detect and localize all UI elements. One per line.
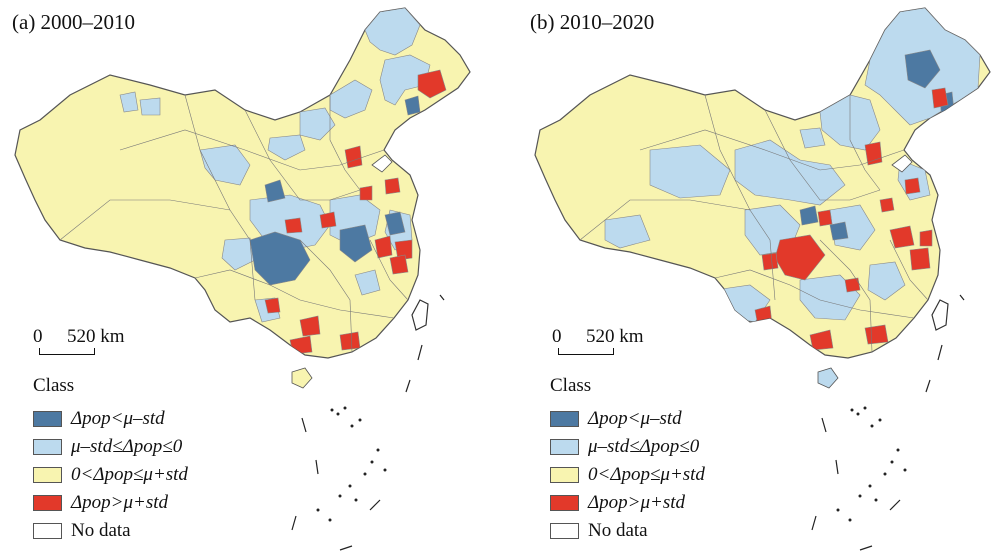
region-red bbox=[359, 185, 373, 201]
region-red bbox=[344, 145, 363, 169]
scale-zero: 0 bbox=[33, 326, 43, 347]
region-dark-blue bbox=[264, 179, 286, 203]
region-red bbox=[809, 329, 834, 351]
region-light-blue bbox=[267, 134, 306, 161]
region-light-blue bbox=[867, 261, 906, 301]
region-red bbox=[909, 247, 931, 271]
region-light-blue bbox=[299, 107, 336, 141]
scale-line bbox=[39, 348, 95, 355]
legend-swatch bbox=[550, 495, 579, 511]
china-map-2010-2020 bbox=[534, 7, 991, 551]
panel-title: (b) 2010–2020 bbox=[530, 10, 655, 34]
legend-label: Δpop<μ–std bbox=[71, 408, 165, 429]
region-dark-blue bbox=[339, 224, 373, 263]
china-map-2000-2010 bbox=[14, 7, 471, 551]
legend-label: Δpop>μ+std bbox=[588, 492, 686, 513]
region-dark-blue bbox=[384, 211, 406, 236]
legend-item: Δpop>μ+std bbox=[33, 489, 188, 517]
region-light-blue bbox=[221, 237, 256, 271]
region-dark-blue bbox=[829, 221, 849, 241]
region-light-blue bbox=[649, 144, 731, 199]
legend-swatch bbox=[550, 523, 579, 539]
legend-item: Δpop>μ+std bbox=[550, 489, 705, 517]
south-china-sea-islands bbox=[811, 294, 965, 551]
legend-title: Class bbox=[33, 375, 75, 396]
region-dark-blue bbox=[404, 95, 421, 116]
legend-swatch bbox=[550, 439, 579, 455]
legend-label: Δpop<μ–std bbox=[588, 408, 682, 429]
region-red bbox=[817, 209, 833, 227]
legend-item: Δpop<μ–std bbox=[33, 405, 188, 433]
region-red bbox=[904, 177, 921, 195]
region-red bbox=[319, 211, 337, 229]
region-red bbox=[919, 229, 933, 247]
region-red bbox=[889, 225, 915, 249]
region-red bbox=[844, 277, 861, 293]
legend-swatch bbox=[550, 467, 579, 483]
region-red bbox=[879, 197, 895, 213]
legend-item: No data bbox=[33, 517, 188, 545]
region-red bbox=[389, 254, 409, 275]
region-dark-blue bbox=[799, 205, 819, 226]
region-red bbox=[299, 315, 321, 337]
south-china-sea-islands bbox=[291, 294, 445, 551]
legend-label: No data bbox=[588, 520, 648, 541]
scale-distance: 520 km bbox=[586, 326, 644, 347]
legend-label: No data bbox=[71, 520, 131, 541]
legend-item: No data bbox=[550, 517, 705, 545]
taiwan-island bbox=[931, 299, 949, 331]
legend-item: 0<Δpop≤μ+std bbox=[33, 461, 188, 489]
legend: Class Δpop<μ–std μ–std≤Δpop≤0 0<Δpop≤μ+s… bbox=[33, 375, 188, 545]
region-light-blue bbox=[354, 269, 381, 296]
region-red bbox=[394, 239, 413, 261]
region-red bbox=[339, 331, 361, 351]
region-red bbox=[384, 177, 401, 195]
scale-zero: 0 bbox=[552, 326, 562, 347]
legend: Class Δpop<μ–std μ–std≤Δpop≤0 0<Δpop≤μ+s… bbox=[550, 375, 705, 545]
region-red bbox=[864, 324, 889, 345]
map-panel-2010-2020: (b) 2010–2020 0 520 km Class Δpop<μ–std … bbox=[500, 0, 1000, 558]
region-light-blue bbox=[799, 274, 861, 321]
hainan-island bbox=[817, 367, 839, 389]
region-light-blue bbox=[139, 97, 161, 116]
region-light-blue bbox=[604, 214, 651, 249]
region-red bbox=[264, 297, 281, 314]
scale-distance: 520 km bbox=[67, 326, 125, 347]
region-dark-blue bbox=[904, 49, 941, 89]
legend-item: 0<Δpop≤μ+std bbox=[550, 461, 705, 489]
region-light-blue bbox=[379, 54, 431, 106]
legend-label: μ–std≤Δpop≤0 bbox=[71, 436, 183, 457]
region-light-blue bbox=[799, 127, 826, 149]
map-panel-2000-2010: (a) 2000–2010 0 520 km Class Δpop<μ–std … bbox=[12, 7, 471, 551]
scale-line bbox=[558, 348, 614, 355]
legend-swatch bbox=[33, 439, 62, 455]
region-red bbox=[284, 217, 303, 234]
taiwan-island bbox=[411, 299, 429, 331]
panel-title: (a) 2000–2010 bbox=[12, 10, 136, 34]
region-red bbox=[761, 252, 779, 271]
region-red bbox=[374, 235, 393, 259]
region-red bbox=[931, 87, 949, 109]
legend-swatch bbox=[33, 523, 62, 539]
legend-swatch bbox=[33, 411, 62, 427]
region-red bbox=[417, 69, 447, 99]
region-dark-blue bbox=[249, 231, 311, 286]
legend-label: μ–std≤Δpop≤0 bbox=[588, 436, 700, 457]
legend-item: μ–std≤Δpop≤0 bbox=[33, 433, 188, 461]
legend-swatch bbox=[33, 467, 62, 483]
legend-label: 0<Δpop≤μ+std bbox=[71, 464, 188, 485]
region-light-blue bbox=[119, 91, 139, 113]
legend-label: 0<Δpop≤μ+std bbox=[588, 464, 705, 485]
legend-swatch bbox=[550, 411, 579, 427]
region-light-blue bbox=[364, 8, 421, 56]
legend-swatch bbox=[33, 495, 62, 511]
legend-label: Δpop>μ+std bbox=[71, 492, 169, 513]
legend-title: Class bbox=[550, 375, 592, 396]
region-red bbox=[864, 141, 883, 166]
hainan-island bbox=[291, 367, 313, 389]
legend-item: μ–std≤Δpop≤0 bbox=[550, 433, 705, 461]
legend-item: Δpop<μ–std bbox=[550, 405, 705, 433]
